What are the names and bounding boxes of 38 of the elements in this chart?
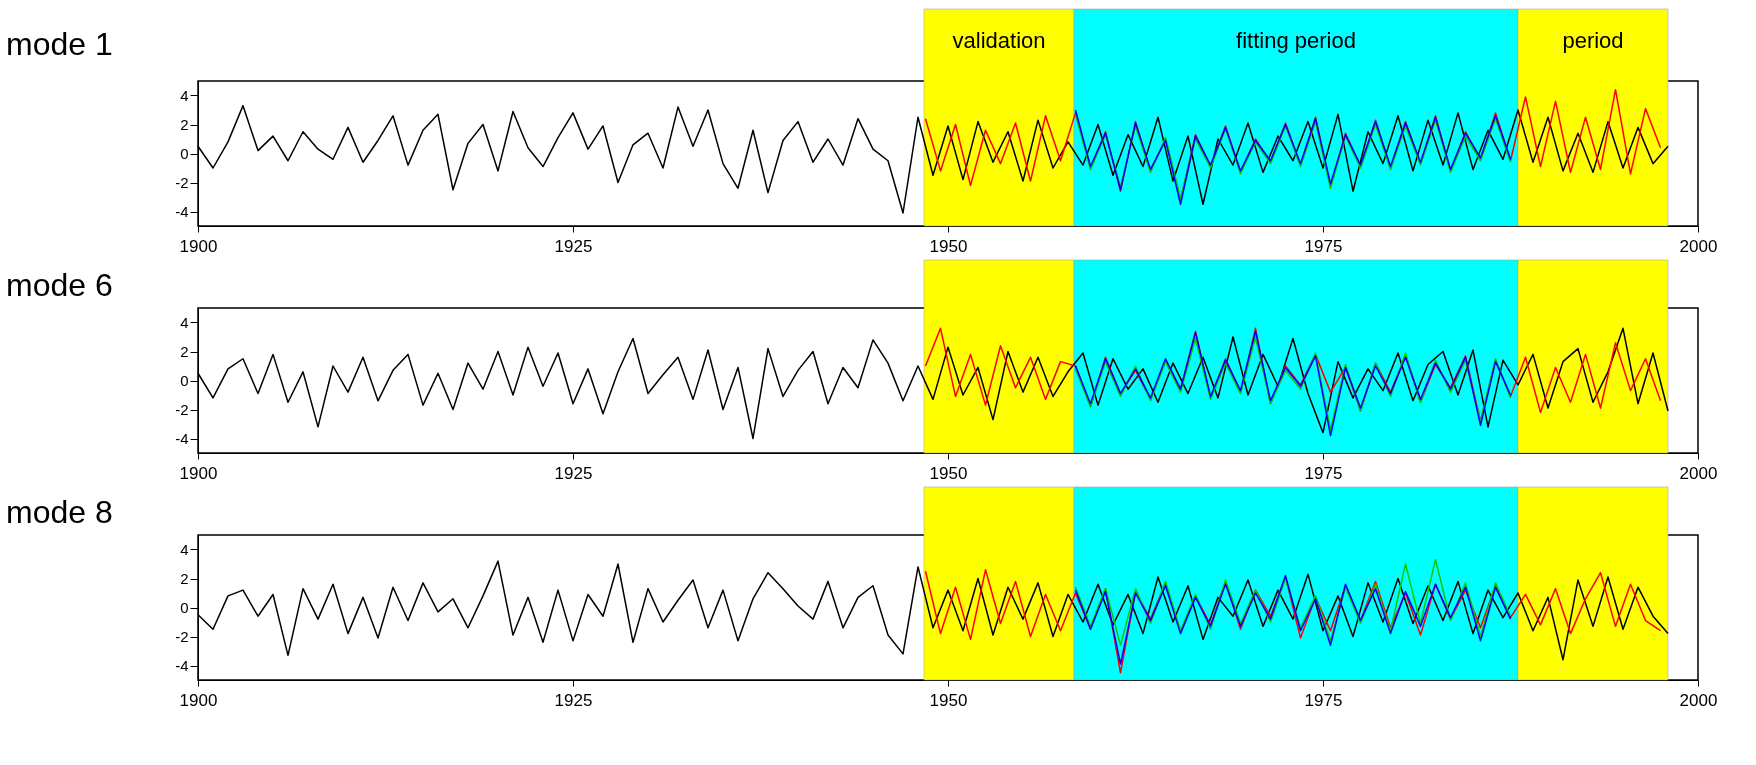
y-tick-label: -4: [175, 203, 189, 220]
band-label: fitting period: [1236, 28, 1356, 53]
x-tick-label: 1975: [1304, 690, 1343, 710]
y-tick-label: 4: [180, 87, 189, 104]
band-label: validation: [952, 28, 1046, 53]
x-tick-label: 1925: [554, 463, 593, 483]
x-tick-label: 1975: [1304, 463, 1343, 483]
x-tick-label: 1900: [179, 236, 218, 256]
y-tick-label: -4: [175, 430, 189, 447]
chart-title: mode 6: [6, 267, 113, 303]
y-tick-label: -4: [175, 657, 189, 674]
band-label: period: [1562, 28, 1624, 53]
y-tick-label: -2: [175, 174, 189, 191]
y-tick-label: 4: [180, 541, 189, 558]
x-tick-label: 1950: [929, 463, 968, 483]
x-tick-label: 1925: [554, 236, 593, 256]
x-tick-label: 1925: [554, 690, 593, 710]
y-tick-label: 2: [180, 116, 189, 133]
x-tick-label: 2000: [1679, 463, 1718, 483]
x-tick-label: 2000: [1679, 690, 1718, 710]
y-tick-label: 0: [180, 372, 189, 389]
line-series: [1074, 574, 1512, 665]
x-tick-label: 1950: [929, 236, 968, 256]
x-tick-label: 1900: [179, 463, 218, 483]
y-tick-label: 2: [180, 570, 189, 587]
y-tick-label: 2: [180, 343, 189, 360]
y-tick-label: 0: [180, 599, 189, 616]
y-tick-label: -2: [175, 401, 189, 418]
y-tick-label: 4: [180, 314, 189, 331]
x-tick-label: 1975: [1304, 236, 1343, 256]
chart-title: mode 1: [6, 26, 113, 62]
x-tick-label: 2000: [1679, 236, 1718, 256]
chart-title: mode 8: [6, 494, 113, 530]
y-tick-label: -2: [175, 628, 189, 645]
y-tick-label: 0: [180, 145, 189, 162]
line-series: [1074, 558, 1512, 646]
x-tick-label: 1900: [179, 690, 218, 710]
x-tick-label: 1950: [929, 690, 968, 710]
